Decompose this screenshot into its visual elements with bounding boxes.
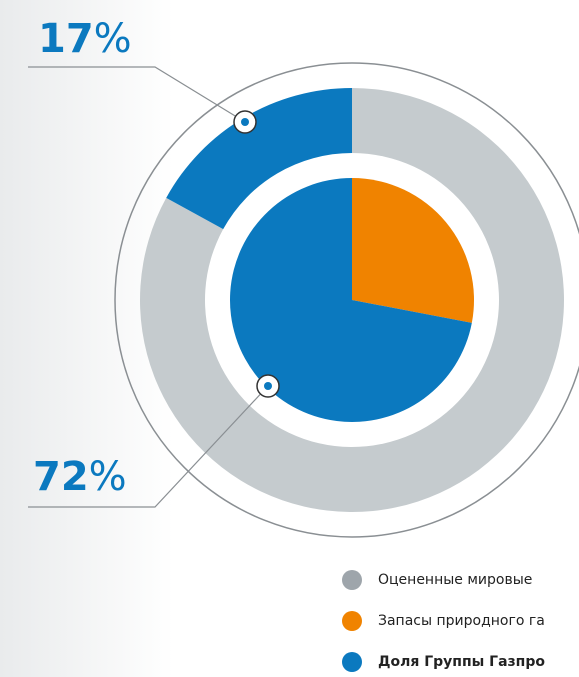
legend-dot [342, 652, 362, 672]
pie-slice [166, 88, 352, 230]
pie-slice [229, 178, 472, 422]
pie-slice [352, 178, 474, 323]
legend-dot [342, 570, 362, 590]
pie-slice [139, 88, 565, 512]
legend-label: Запасы природного га [378, 613, 545, 629]
legend-label: Доля Группы Газпро [378, 654, 545, 670]
legend-label: Оцененные мировые [378, 572, 532, 588]
outer-border [114, 62, 579, 538]
leader-line [28, 66, 246, 123]
value-label: 17% [38, 16, 132, 62]
marker-dot [241, 118, 249, 126]
marker-dot [264, 382, 272, 390]
legend-dot [342, 611, 362, 631]
leader-line [28, 385, 269, 508]
value-label: 72% [33, 454, 127, 500]
